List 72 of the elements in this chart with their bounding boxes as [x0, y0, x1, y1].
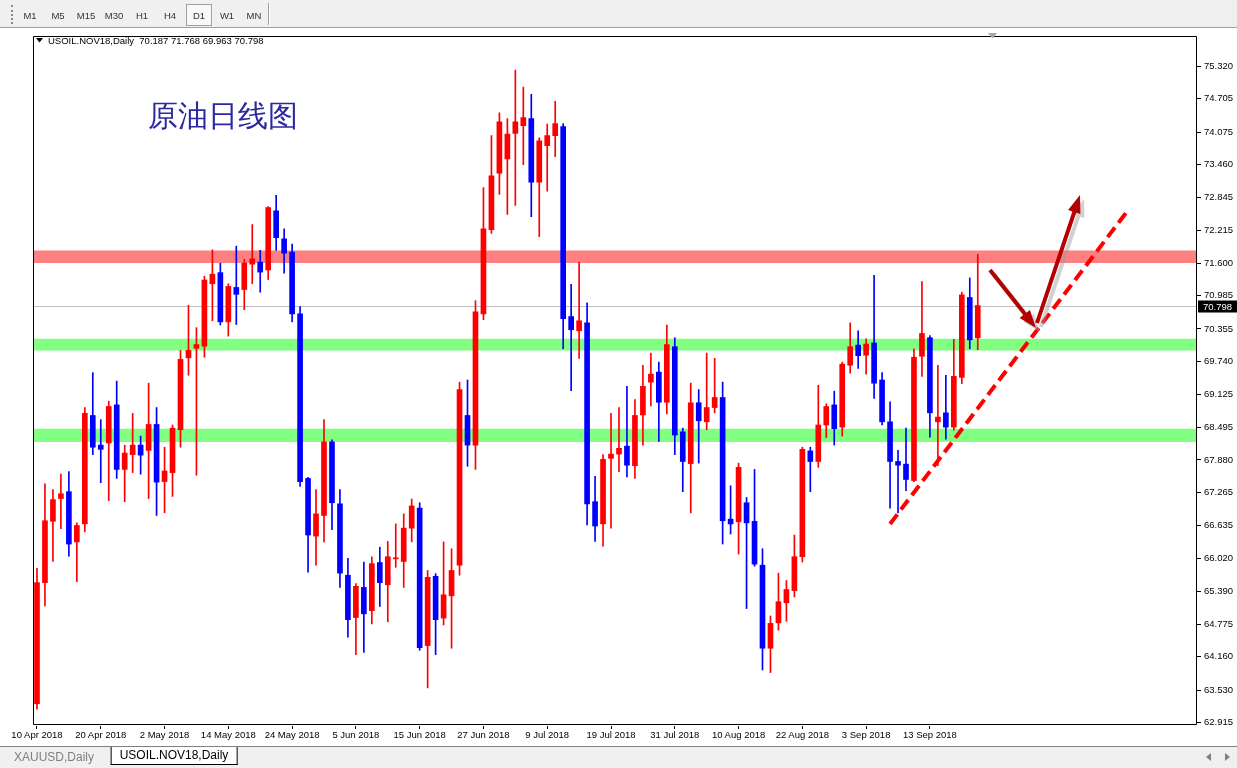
x-tick-label: 24 May 2018 [264, 729, 320, 741]
timeframe-label: M15 [76, 10, 96, 22]
y-tick-label: 75.320 [1204, 59, 1234, 71]
candlestick [935, 364, 941, 467]
candlestick [257, 250, 264, 293]
x-tick-label: 13 Sep 2018 [902, 729, 957, 741]
x-tick-label: 2 May 2018 [139, 729, 190, 741]
subtitle: USOIL.NOV18,Daily 70.187 71.768 69.963 70.798 [48, 35, 264, 47]
y-tick-label: 68.495 [1204, 421, 1234, 432]
y-tick-label: 66.020 [1204, 551, 1234, 563]
x-tick-label: 31 Jul 2018 [650, 729, 700, 741]
title: 原油日线图 [148, 99, 298, 133]
x-tick-label: 10 Aug 2018 [711, 729, 766, 741]
timeframe-label: H4 [163, 10, 177, 22]
candlestick [608, 413, 614, 529]
candlestick [520, 86, 527, 166]
y-tick-label: 66.635 [1204, 519, 1234, 531]
y-tick-label: 72.215 [1204, 224, 1234, 236]
candlestick [624, 386, 630, 478]
x-tick-label: 19 Jul 2018 [586, 729, 636, 741]
y-tick-label: 74.705 [1204, 92, 1234, 104]
x-tick-label: 9 Jul 2018 [525, 729, 570, 741]
candlestick [807, 446, 814, 492]
y-tick-label: 72.845 [1204, 190, 1234, 202]
x-tick-label: 10 Apr 2018 [11, 729, 63, 741]
timeframe-label: M5 [51, 10, 65, 22]
candlestick [568, 283, 574, 391]
x-tick-label: 14 May 2018 [200, 729, 256, 741]
y-tick-label: 74.075 [1204, 125, 1234, 137]
ref-line-label: 70.798 [1203, 300, 1233, 312]
y-tick-label: 70.355 [1204, 322, 1234, 334]
timeframe-label: W1 [219, 10, 235, 22]
candlestick [703, 352, 710, 431]
x-tick-label: 3 Sep 2018 [841, 729, 891, 741]
y-tick-label: 62.915 [1204, 716, 1234, 728]
candlestick [943, 374, 949, 440]
x-tick-label: 22 Aug 2018 [775, 729, 830, 741]
y-tick-label: 64.775 [1204, 617, 1234, 629]
candlestick [97, 419, 104, 483]
timeframe-label: D1 [192, 10, 206, 22]
y-tick-label: 71.600 [1204, 256, 1234, 268]
y-tick-label: 73.460 [1204, 158, 1234, 170]
y-tick-label: 67.880 [1204, 453, 1234, 465]
x-tick-label: 27 Jun 2018 [457, 729, 510, 741]
candlestick [576, 261, 582, 359]
y-tick-label: 63.530 [1204, 683, 1234, 695]
y-tick-label: 69.740 [1204, 355, 1234, 367]
y-tick-label: 64.160 [1204, 650, 1234, 662]
candlestick [392, 523, 399, 568]
x-tick-label: 5 Jun 2018 [332, 729, 380, 741]
candlestick [552, 100, 559, 158]
y-tick-label: 65.390 [1204, 585, 1234, 597]
candlestick [58, 473, 64, 530]
tab: USOIL.NOV18,Daily [110, 747, 238, 765]
y-tick-label: 67.265 [1204, 486, 1234, 498]
timeframe-label: M30 [104, 10, 124, 22]
candlestick [233, 245, 240, 325]
timeframe-label: M1 [23, 10, 37, 22]
y-tick-label: 70.985 [1204, 289, 1234, 301]
candlestick [919, 281, 925, 377]
y-tick-label: 69.125 [1204, 387, 1234, 399]
candlestick [895, 450, 901, 514]
x-tick-label: 15 Jun 2018 [393, 729, 446, 741]
candlestick [544, 123, 551, 192]
x-tick-label: 20 Apr 2018 [75, 729, 127, 741]
candlestick [648, 352, 654, 407]
timeframe-label: H1 [135, 10, 149, 22]
candlestick [903, 427, 909, 491]
tab-label: XAUUSD,Daily [14, 749, 94, 765]
timeframe-label: MN [246, 10, 262, 22]
candlestick [249, 224, 256, 285]
candlestick [616, 407, 622, 472]
